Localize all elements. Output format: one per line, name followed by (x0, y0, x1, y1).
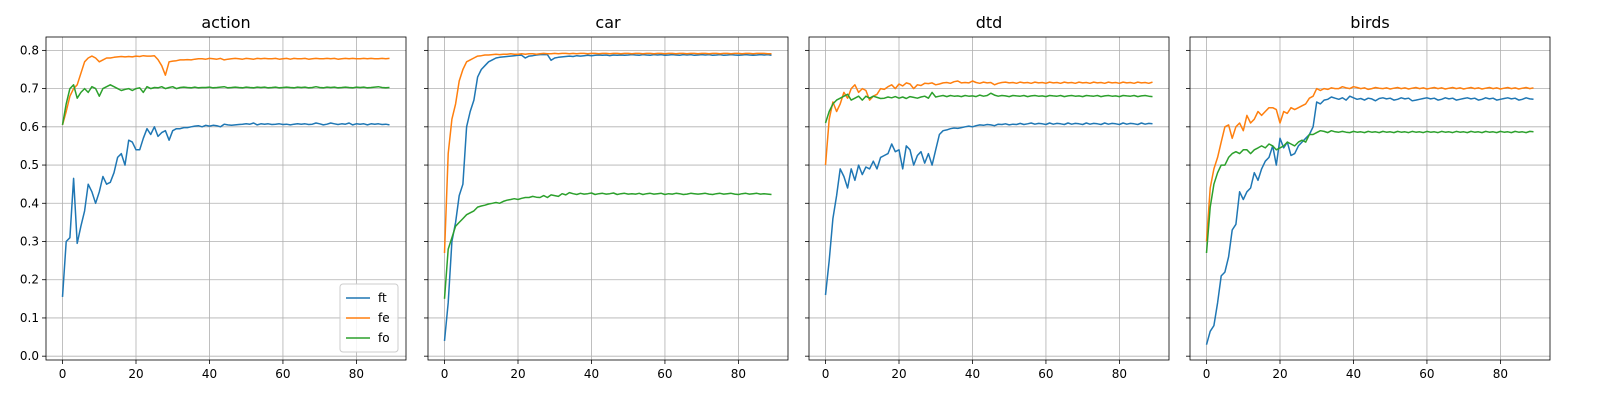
x-tick-label: 20 (510, 367, 525, 381)
panel-birds: 0 20 40 60 80 birds (1186, 13, 1551, 381)
panel-title: action (201, 13, 250, 32)
axes-frame (808, 36, 1170, 361)
x-tick-label: 40 (202, 367, 217, 381)
panel-car: 0 20 40 60 80 car (424, 13, 789, 381)
x-tick-label: 0 (822, 367, 830, 381)
x-tick-label: 60 (1038, 367, 1053, 381)
x-tick-label: 20 (891, 367, 906, 381)
series-line-ft (1205, 95, 1534, 345)
y-tick-label: 0.7 (20, 82, 39, 96)
axes-frame (45, 36, 407, 361)
x-tick-label: 40 (1346, 367, 1361, 381)
x-tick-label: 80 (1112, 367, 1127, 381)
y-tick-label: 0.6 (20, 120, 39, 134)
series-line-fo (824, 91, 1153, 124)
series-line-fe (824, 80, 1153, 166)
x-tick-label: 20 (1272, 367, 1287, 381)
legend-label-fo: fo (378, 331, 390, 345)
x-tick-label: 20 (128, 367, 143, 381)
axes-frame (1189, 36, 1551, 361)
x-tick-label: 40 (584, 367, 599, 381)
panel-title: birds (1350, 13, 1389, 32)
x-tick-label: 60 (275, 367, 290, 381)
y-tick-label: 0.3 (20, 235, 39, 249)
axes-frame (427, 36, 789, 361)
x-tick-label: 60 (657, 367, 672, 381)
series-line-fe (1205, 85, 1534, 242)
x-tick-label: 40 (965, 367, 980, 381)
panel-dtd: 0 20 40 60 80 dtd (805, 13, 1170, 381)
y-tick-label: 0.1 (20, 311, 39, 325)
legend-label-ft: ft (378, 291, 387, 305)
x-tick-label: 0 (59, 367, 67, 381)
legend: ft fe fo (339, 283, 399, 353)
x-tick-label: 0 (1203, 367, 1211, 381)
y-tick-label: 0.4 (20, 196, 39, 210)
y-tick-label: 0.5 (20, 158, 39, 172)
panel-title: car (595, 13, 621, 32)
x-tick-label: 80 (731, 367, 746, 381)
x-tick-label: 60 (1419, 367, 1434, 381)
series-line-fe (443, 52, 772, 254)
panel-title: dtd (976, 13, 1003, 32)
legend-label-fe: fe (378, 311, 390, 325)
y-tick-label: 0.8 (20, 43, 39, 57)
series-line-fo (61, 84, 390, 126)
x-tick-label: 0 (441, 367, 449, 381)
series-line-ft (61, 122, 390, 297)
x-tick-label: 80 (349, 367, 364, 381)
y-tick-label: 0.2 (20, 273, 39, 287)
y-tick-label: 0.0 (20, 349, 39, 363)
series-line-ft (824, 122, 1153, 296)
series-line-fe (61, 54, 390, 126)
series-line-ft (443, 53, 772, 341)
series-line-fo (1205, 129, 1534, 254)
x-tick-label: 80 (1493, 367, 1508, 381)
panel-action: 0 20 40 60 80 0.0 0.1 0.2 0.3 0.4 0.5 0.6 0.7 0.8 acti… (20, 13, 407, 381)
series-line-fo (443, 191, 772, 299)
